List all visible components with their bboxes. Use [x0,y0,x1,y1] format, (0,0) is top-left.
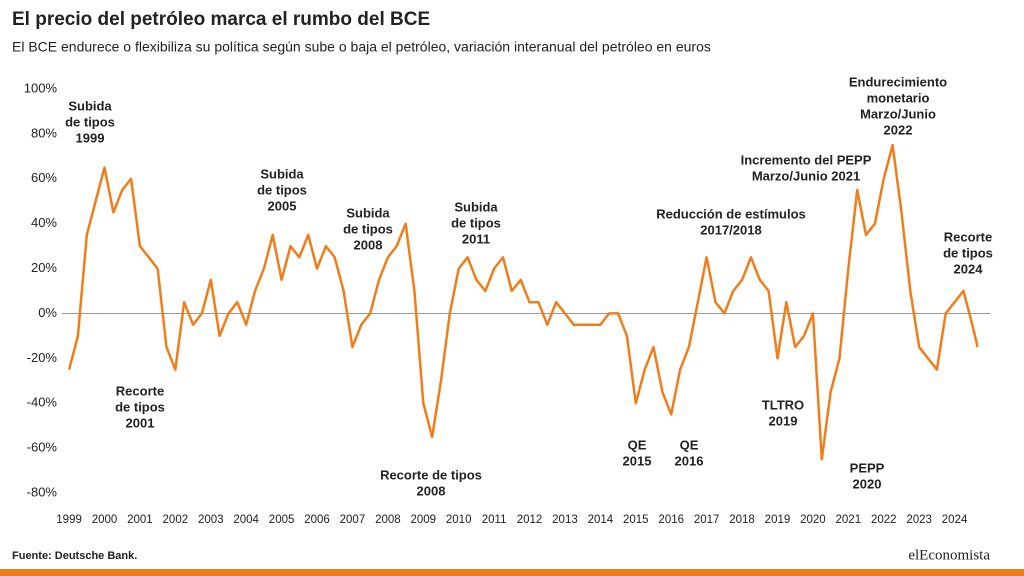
annotation: 2024 [954,261,984,276]
annotation: 1999 [76,130,105,145]
x-tick-label: 2011 [482,514,507,526]
annotation: 2008 [354,237,383,252]
annotation: Subida [454,199,498,214]
x-tick-label: 2016 [658,514,684,526]
annotation: Marzo/Junio [860,106,936,121]
x-tick-label: 2022 [871,514,897,526]
x-tick-label: 2020 [800,514,826,526]
x-tick-label: 2007 [340,514,366,526]
source: Fuente: Deutsche Bank. [12,550,137,562]
x-tick-label: 2002 [163,514,189,526]
chart-subtitle: El BCE endurece o flexibiliza su polític… [12,39,711,55]
annotation: TLTRO [762,397,804,412]
annotation: Reducción de estímulos [656,206,806,221]
annotation: 2020 [853,476,882,491]
logo: elEconomista [908,547,990,563]
x-tick-label: 2000 [92,514,118,526]
annotation: 2016 [675,453,704,468]
annotation: Recorte [116,383,164,398]
annotation: 2019 [769,413,798,428]
y-tick-label: 40% [31,215,57,230]
y-tick-label: 100% [24,80,58,95]
footer-bar [0,569,1024,576]
y-tick-label: 0% [38,305,57,320]
data-line [67,143,979,461]
x-tick-label: 2017 [694,514,720,526]
annotation: 2015 [623,453,652,468]
annotation: de tipos [343,221,393,236]
annotation: Endurecimiento [849,74,947,89]
x-tick-label: 2015 [623,514,649,526]
y-tick-label: -80% [27,484,58,499]
annotation: 2001 [126,415,155,430]
annotation: de tipos [257,182,307,197]
annotation: de tipos [65,114,115,129]
x-tick-label: 2004 [233,514,259,526]
x-tick-label: 2024 [942,514,968,526]
x-tick-label: 2023 [906,514,932,526]
x-tick-label: 2021 [836,514,862,526]
annotation: Recorte [944,229,992,244]
annotation: Marzo/Junio 2021 [752,168,860,183]
x-tick-label: 2008 [375,514,401,526]
chart-title: El precio del petróleo marca el rumbo de… [12,9,430,30]
annotation: de tipos [115,399,165,414]
x-tick-label: 2009 [410,514,436,526]
x-tick-label: 2006 [304,514,330,526]
annotation: 2005 [268,198,297,213]
annotation: QE [680,437,699,452]
x-tick-label: 2005 [269,514,295,526]
annotation: Subida [260,166,304,181]
x-tick-label: 2018 [729,514,755,526]
x-tick-label: 2013 [552,514,578,526]
annotation: 2011 [462,231,490,246]
annotation: Subida [346,205,390,220]
annotation: 2017/2018 [700,222,761,237]
annotation: de tipos [943,245,993,260]
y-tick-label: 20% [31,260,57,275]
annotation: 2008 [417,483,446,498]
x-tick-label: 2012 [517,514,543,526]
x-tick-label: 2019 [765,514,791,526]
y-tick-label: -60% [27,440,58,455]
annotation: QE [628,437,647,452]
y-tick-label: 60% [31,170,57,185]
x-tick-label: 2014 [588,514,614,526]
annotation: monetario [867,90,930,105]
annotation: Subida [68,98,112,113]
annotation: de tipos [451,215,501,230]
y-tick-label: -40% [27,395,58,410]
annotation: 2022 [884,122,913,137]
annotation: Incremento del PEPP [741,152,872,167]
y-tick-label: 80% [31,125,57,140]
x-tick-label: 2003 [198,514,224,526]
annotation: Recorte de tipos [380,467,482,482]
x-tick-label: 1999 [56,514,82,526]
x-tick-label: 2010 [446,514,472,526]
x-tick-label: 2001 [127,514,153,526]
annotation: PEPP [850,460,885,475]
y-tick-label: -20% [27,350,58,365]
